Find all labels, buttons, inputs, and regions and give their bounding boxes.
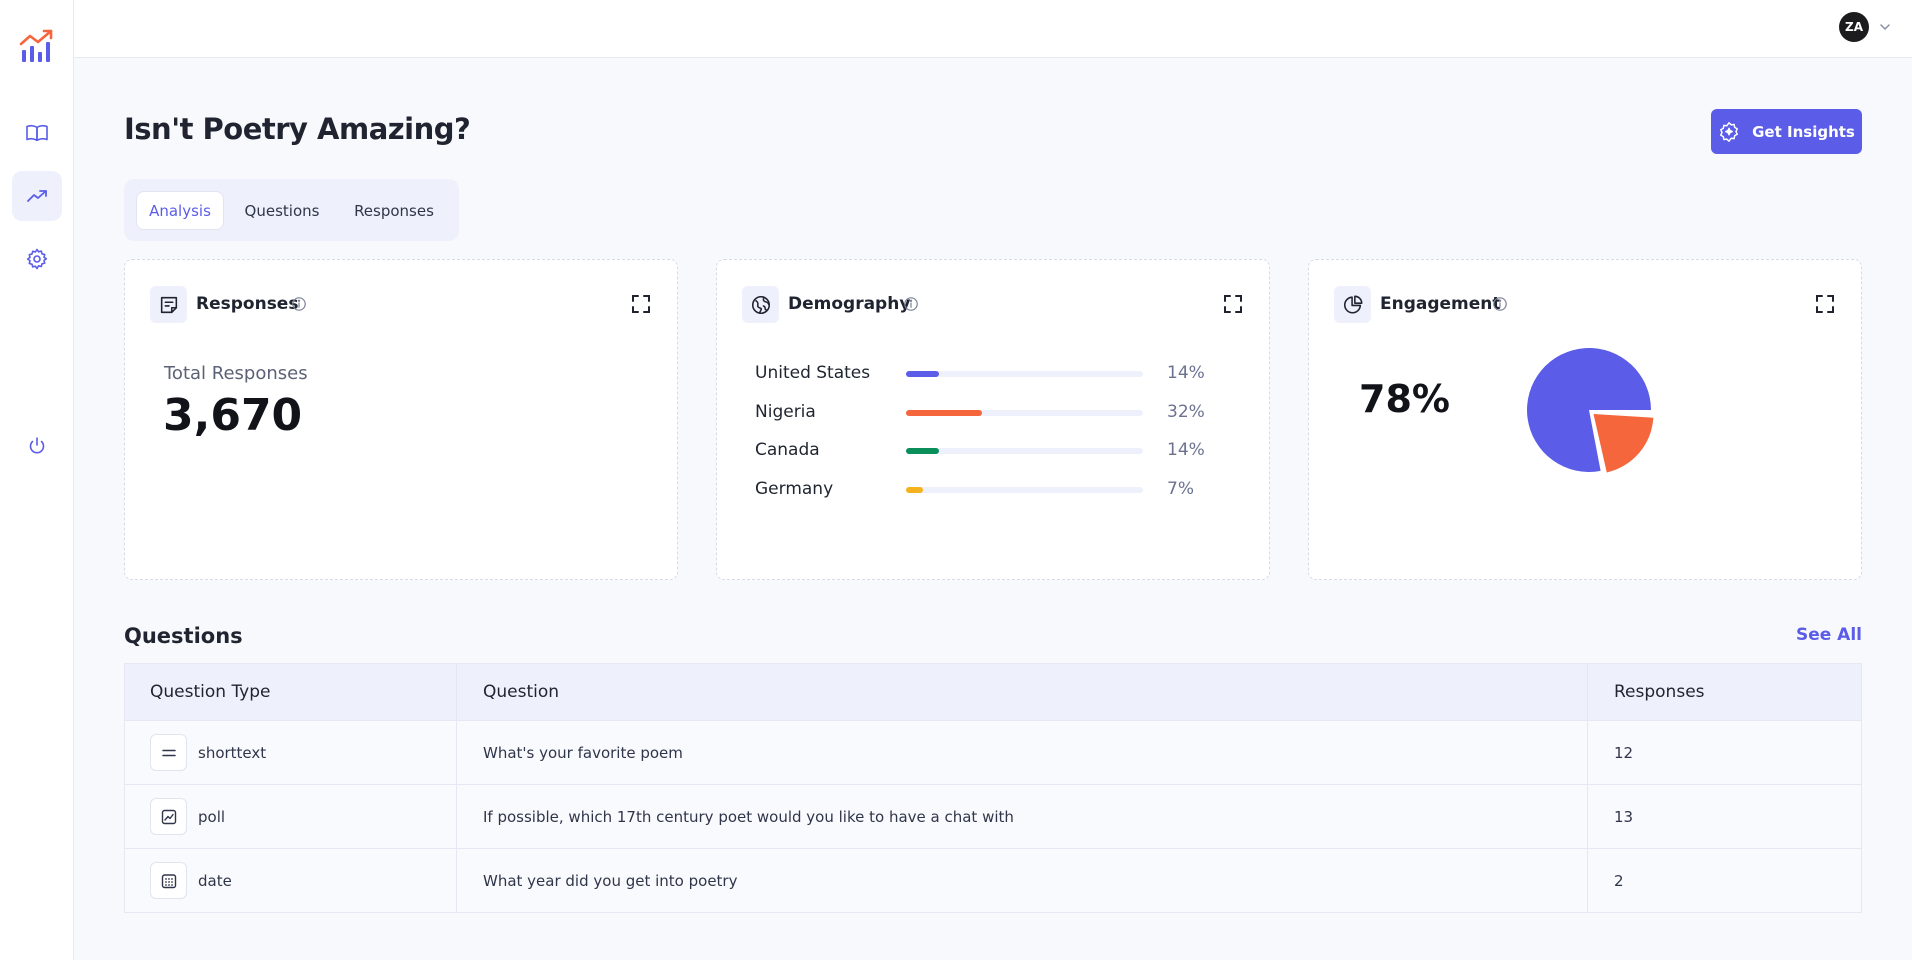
pie-slice-engaged	[1527, 347, 1651, 472]
progress-track	[906, 448, 1143, 454]
total-responses-value: 3,670	[163, 390, 303, 441]
get-insights-button[interactable]: Get Insights	[1711, 109, 1862, 154]
chart-line-icon	[161, 809, 176, 824]
card-icon-wrap	[742, 286, 779, 323]
globe-icon	[751, 295, 770, 314]
progress-fill	[906, 371, 940, 377]
questions-table: Question Type Question Responses shortte…	[124, 663, 1862, 913]
question-type-label: date	[198, 871, 232, 890]
see-all-link[interactable]: See All	[1795, 625, 1862, 645]
country-label: United States	[755, 363, 871, 383]
page-title: Isn't Poetry Amazing?	[124, 112, 471, 146]
column-header-question: Question	[457, 664, 1588, 720]
country-label: Germany	[755, 479, 834, 499]
column-header-responses: Responses	[1614, 682, 1705, 702]
table-row[interactable]: poll If possible, which 17th century poe…	[125, 784, 1861, 848]
question-text: If possible, which 17th century poet wou…	[457, 785, 1588, 848]
tab-analysis[interactable]: Analysis	[136, 191, 224, 230]
engagement-pie	[1527, 347, 1654, 473]
sidebar-item-logout[interactable]	[12, 421, 62, 471]
response-count: 12	[1614, 743, 1634, 762]
sidebar-item-settings[interactable]	[12, 234, 62, 284]
card-title: Engagement	[1380, 294, 1501, 314]
sparkle-badge-icon	[1720, 121, 1739, 142]
response-count: 13	[1614, 807, 1634, 826]
engagement-value: 78%	[1359, 377, 1450, 421]
card-title: Responses	[196, 294, 299, 314]
progress-fill	[906, 410, 982, 416]
logo-icon	[19, 29, 53, 62]
question-type-cell: poll	[125, 785, 457, 848]
expand-icon[interactable]	[631, 294, 651, 314]
question-type-label: shorttext	[198, 743, 267, 762]
sidebar-item-analytics[interactable]	[12, 171, 62, 221]
progress-track	[906, 410, 1143, 416]
tab-questions[interactable]: Questions	[244, 201, 320, 220]
table-header-row: Question Type Question Responses	[125, 664, 1861, 720]
info-icon[interactable]	[903, 296, 919, 312]
question-type-label: poll	[198, 807, 226, 826]
country-percentage: 14%	[1167, 440, 1205, 460]
demography-card: Demography United States 14% Nigeria 32%…	[716, 259, 1270, 580]
app-logo[interactable]	[18, 26, 58, 66]
top-bar: ZA	[74, 0, 1912, 58]
type-icon-wrap	[150, 798, 187, 835]
avatar[interactable]: ZA	[1839, 12, 1869, 42]
question-type-cell: shorttext	[125, 721, 457, 784]
type-icon-wrap	[150, 734, 187, 771]
country-percentage: 14%	[1167, 363, 1205, 383]
country-percentage: 7%	[1167, 479, 1194, 499]
chevron-down-icon[interactable]	[1878, 20, 1892, 34]
info-icon[interactable]	[1492, 296, 1508, 312]
table-row[interactable]: date What year did you get into poetry 2	[125, 848, 1861, 912]
info-icon[interactable]	[291, 296, 307, 312]
expand-icon[interactable]	[1815, 294, 1835, 314]
engagement-card: Engagement 78%	[1308, 259, 1862, 580]
progress-track	[906, 487, 1143, 493]
questions-section-title: Questions	[124, 624, 243, 648]
country-label: Nigeria	[755, 402, 816, 422]
demography-row: Canada 14%	[755, 440, 1215, 462]
question-type-cell: date	[125, 849, 457, 912]
question-text: What year did you get into poetry	[457, 849, 1588, 912]
trending-up-icon	[27, 190, 47, 202]
expand-icon[interactable]	[1223, 294, 1243, 314]
pie-chart-icon	[1343, 295, 1362, 314]
sidebar	[0, 0, 74, 960]
country-label: Canada	[755, 440, 820, 460]
tab-responses[interactable]: Responses	[354, 201, 434, 220]
book-icon	[26, 124, 48, 142]
demography-row: United States 14%	[755, 363, 1215, 385]
card-title: Demography	[788, 294, 911, 314]
progress-fill	[906, 487, 923, 493]
card-icon-wrap	[150, 286, 187, 323]
card-icon-wrap	[1334, 286, 1371, 323]
tab-bar: Analysis Questions Responses	[124, 179, 459, 241]
question-text: What's your favorite poem	[457, 721, 1588, 784]
power-icon	[29, 437, 45, 454]
responses-card: Responses Total Responses 3,670	[124, 259, 678, 580]
table-row[interactable]: shorttext What's your favorite poem 12	[125, 720, 1861, 784]
type-icon-wrap	[150, 862, 187, 899]
sidebar-item-library[interactable]	[12, 108, 62, 158]
get-insights-label: Get Insights	[1752, 122, 1855, 141]
demography-row: Germany 7%	[755, 479, 1215, 501]
progress-fill	[906, 448, 940, 454]
progress-track	[906, 371, 1143, 377]
calendar-icon	[161, 873, 176, 888]
total-responses-label: Total Responses	[164, 363, 308, 384]
equals-icon	[161, 749, 176, 756]
demography-row: Nigeria 32%	[755, 402, 1215, 424]
country-percentage: 32%	[1167, 402, 1205, 422]
column-header-type: Question Type	[125, 664, 457, 720]
pie-slice-rest	[1593, 413, 1654, 473]
note-icon	[160, 296, 177, 313]
gear-icon	[26, 248, 48, 270]
response-count: 2	[1614, 871, 1624, 890]
